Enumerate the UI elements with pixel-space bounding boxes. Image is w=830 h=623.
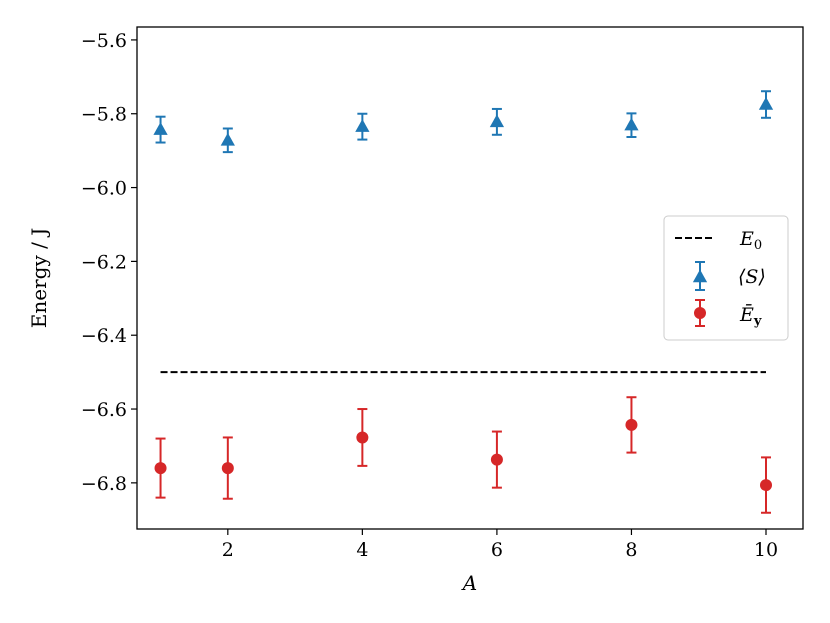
legend-e-label: Ēy	[739, 303, 762, 329]
x-tick-label: 10	[754, 539, 778, 561]
y-tick-label: −6.4	[81, 325, 127, 347]
y-tick-label: −6.8	[81, 473, 127, 495]
legend-e-swatch	[694, 299, 706, 327]
y-axis-label: Energy / J	[27, 228, 51, 328]
y-tick-label: −6.0	[81, 178, 127, 200]
legend-ref-label: E0	[739, 228, 762, 253]
data-point-e	[490, 453, 503, 466]
data-point-e	[356, 431, 369, 444]
y-tick-label: −5.8	[81, 104, 127, 126]
x-tick-label: 6	[491, 539, 503, 561]
data-point-e	[154, 462, 167, 475]
x-axis-label: A	[461, 571, 477, 595]
y-tick-label: −6.6	[81, 399, 127, 421]
data-point-s	[624, 117, 639, 131]
data-point-e	[760, 479, 772, 492]
y-tick-label: −5.6	[81, 30, 127, 52]
y-tick-label: −6.2	[81, 251, 127, 273]
data-point-e	[221, 462, 234, 475]
x-tick-label: 4	[356, 539, 368, 561]
x-tick-label: 2	[222, 539, 234, 561]
legend-s-marker	[692, 269, 708, 283]
legend-s-swatch	[692, 261, 708, 291]
tick-layer: 2 4 6 8 10 −6.8 −6.6 −6.4 −6.2 −6.0 −5.8 −5.6	[81, 30, 778, 561]
series-layer	[153, 90, 774, 514]
data-point-s	[355, 119, 370, 132]
legend-s-label: ⟨S⟩	[738, 266, 766, 288]
data-point-s	[153, 122, 168, 135]
legend: E0 ⟨S⟩ Ēy	[663, 215, 789, 341]
plot-frame	[136, 26, 804, 530]
legend-box	[663, 215, 789, 341]
data-point-s	[758, 97, 774, 110]
data-point-e	[625, 418, 638, 431]
data-point-s	[220, 132, 235, 146]
data-point-s	[489, 114, 505, 128]
legend-e-marker	[694, 307, 706, 319]
x-tick-label: 8	[625, 539, 637, 561]
